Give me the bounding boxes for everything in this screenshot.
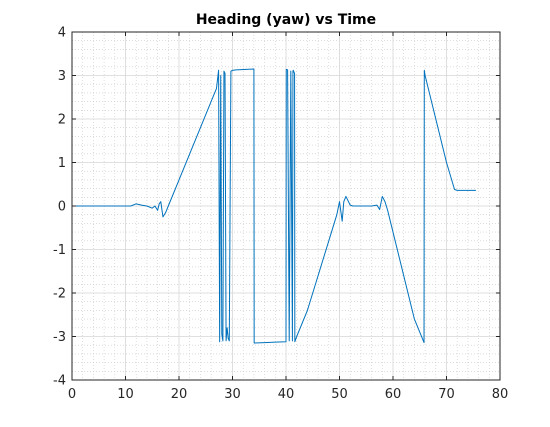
x-ticks: 0 10 20 30 40 50 60 70 80 (68, 32, 508, 402)
x-tick-label: 30 (224, 387, 241, 402)
x-tick-label: 40 (278, 387, 295, 402)
x-tick-label: 60 (385, 387, 402, 402)
y-tick-label: 0 (58, 200, 66, 215)
x-tick-label: 80 (492, 387, 509, 402)
y-tick-label: -2 (53, 287, 66, 302)
y-tick-label: -3 (53, 330, 66, 345)
x-tick-label: 50 (331, 387, 348, 402)
y-tick-label: 4 (58, 26, 66, 41)
x-tick-label: 0 (68, 387, 76, 402)
x-tick-label: 10 (117, 387, 134, 402)
x-tick-label: 70 (438, 387, 455, 402)
y-tick-label: -4 (53, 374, 66, 389)
y-ticks: -4 -3 -2 -1 0 1 2 3 4 (53, 26, 500, 389)
chart-title: Heading (yaw) vs Time (196, 12, 376, 28)
y-tick-label: 2 (58, 113, 66, 128)
x-tick-label: 20 (171, 387, 188, 402)
y-tick-label: 3 (58, 69, 66, 84)
y-tick-label: -1 (53, 243, 66, 258)
series-line-yaw (72, 68, 476, 344)
y-tick-label: 1 (58, 156, 66, 171)
